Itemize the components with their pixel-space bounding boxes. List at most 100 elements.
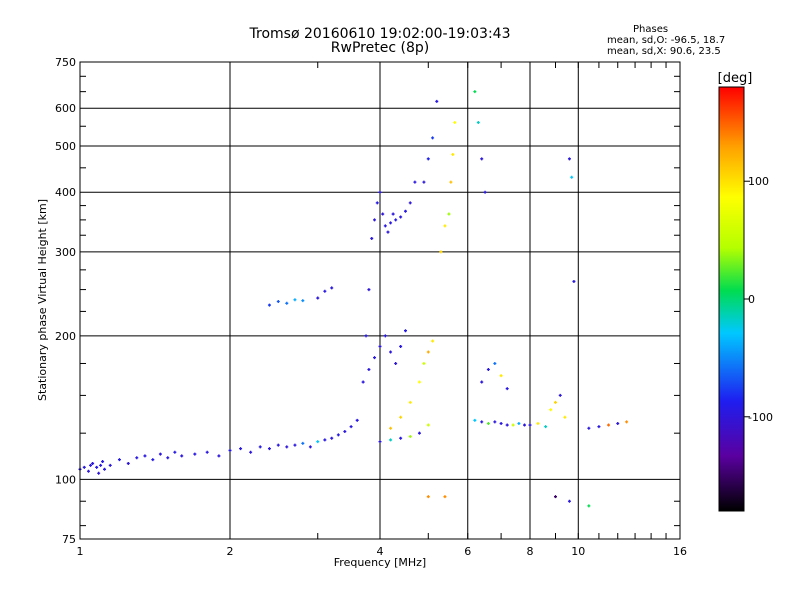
data-point bbox=[422, 361, 426, 365]
data-point bbox=[180, 454, 184, 458]
data-point bbox=[476, 121, 480, 125]
y-tick-label: 750 bbox=[55, 56, 76, 69]
data-point bbox=[249, 450, 253, 454]
data-point bbox=[587, 426, 591, 430]
data-point bbox=[473, 90, 477, 94]
data-point bbox=[383, 334, 387, 338]
y-tick-label: 500 bbox=[55, 140, 76, 153]
data-point bbox=[399, 344, 403, 348]
data-point bbox=[431, 136, 435, 140]
data-point bbox=[553, 495, 557, 499]
data-point bbox=[505, 387, 509, 391]
data-point bbox=[285, 301, 289, 305]
data-point bbox=[483, 190, 487, 194]
data-point bbox=[285, 445, 289, 449]
y-tick-label: 400 bbox=[55, 186, 76, 199]
data-point bbox=[361, 380, 365, 384]
data-point bbox=[451, 152, 455, 156]
data-point bbox=[97, 471, 101, 475]
data-point bbox=[373, 356, 377, 360]
data-point bbox=[493, 361, 497, 365]
data-point bbox=[378, 190, 382, 194]
x-tick-label: 10 bbox=[571, 545, 585, 558]
data-point bbox=[417, 380, 421, 384]
data-point bbox=[323, 438, 327, 442]
data-point bbox=[553, 400, 557, 404]
data-point bbox=[258, 445, 262, 449]
data-point bbox=[511, 423, 515, 427]
colorbar-tick-label: 0 bbox=[748, 293, 755, 306]
data-point bbox=[549, 408, 553, 412]
data-point bbox=[443, 495, 447, 499]
data-point bbox=[625, 420, 629, 424]
data-point bbox=[228, 448, 232, 452]
colorbar bbox=[718, 86, 745, 512]
data-point bbox=[607, 423, 611, 427]
data-point bbox=[82, 465, 86, 469]
data-point bbox=[349, 425, 353, 429]
data-point bbox=[435, 99, 439, 103]
x-tick-label: 6 bbox=[464, 545, 471, 558]
x-tick-label: 8 bbox=[527, 545, 534, 558]
data-point bbox=[364, 334, 368, 338]
y-tick-label: 300 bbox=[55, 246, 76, 259]
data-point bbox=[173, 450, 177, 454]
x-tick-label: 4 bbox=[377, 545, 384, 558]
data-point bbox=[616, 421, 620, 425]
data-point bbox=[205, 450, 209, 454]
data-point bbox=[217, 454, 221, 458]
phases-legend-heading: Phases bbox=[633, 24, 669, 35]
colorbar-ticks: 100 0 -100 bbox=[744, 175, 773, 424]
data-point bbox=[389, 438, 393, 442]
data-point bbox=[323, 289, 327, 293]
x-tick-label: 16 bbox=[673, 545, 687, 558]
y-tick-label: 100 bbox=[55, 473, 76, 486]
data-point bbox=[378, 440, 382, 444]
data-point bbox=[135, 456, 139, 460]
y-tick-label: 600 bbox=[55, 102, 76, 115]
data-point bbox=[544, 425, 548, 429]
data-point bbox=[126, 461, 130, 465]
data-point bbox=[389, 221, 393, 225]
data-point bbox=[597, 425, 601, 429]
data-point bbox=[389, 350, 393, 354]
data-point bbox=[316, 440, 320, 444]
data-point bbox=[343, 430, 347, 434]
data-point bbox=[99, 463, 103, 467]
data-point bbox=[426, 495, 430, 499]
data-point bbox=[378, 344, 382, 348]
data-point bbox=[267, 447, 271, 451]
data-point bbox=[373, 218, 377, 222]
data-point bbox=[403, 329, 407, 333]
data-point bbox=[375, 201, 379, 205]
data-point bbox=[330, 436, 334, 440]
data-point bbox=[567, 157, 571, 161]
data-point bbox=[505, 423, 509, 427]
data-point bbox=[403, 209, 407, 213]
data-point bbox=[499, 421, 503, 425]
data-point bbox=[330, 286, 334, 290]
data-point bbox=[413, 180, 417, 184]
data-point bbox=[528, 423, 532, 427]
data-point bbox=[394, 218, 398, 222]
data-point bbox=[158, 452, 162, 456]
tick-layer: 1 2 4 6 8 10 16 75 100 200 300 400 500 600 750 bbox=[55, 56, 687, 558]
data-point bbox=[417, 431, 421, 435]
data-point bbox=[276, 443, 280, 447]
data-point bbox=[143, 454, 147, 458]
data-point bbox=[370, 236, 374, 240]
data-point bbox=[276, 300, 280, 304]
data-point bbox=[301, 441, 305, 445]
data-point bbox=[293, 298, 297, 302]
data-point bbox=[486, 421, 490, 425]
data-point bbox=[587, 504, 591, 508]
data-point bbox=[355, 418, 359, 422]
data-point bbox=[480, 420, 484, 424]
data-point bbox=[381, 212, 385, 216]
data-point bbox=[480, 380, 484, 384]
y-tick-label: 75 bbox=[62, 533, 76, 546]
data-point bbox=[394, 361, 398, 365]
phases-legend-line-x: mean, sd,X: 90.6, 23.5 bbox=[607, 46, 721, 57]
data-point bbox=[517, 421, 521, 425]
data-point bbox=[523, 423, 527, 427]
